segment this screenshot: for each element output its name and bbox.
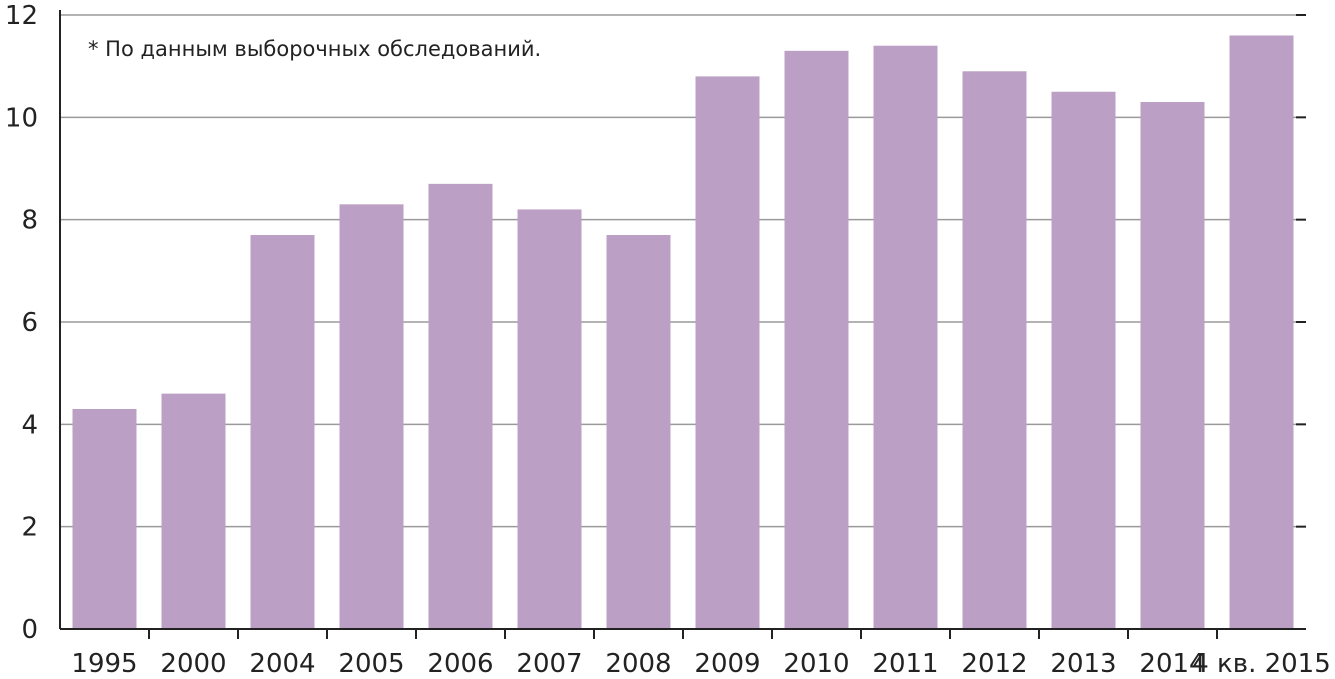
- x-tick-label: 2004: [249, 649, 315, 679]
- x-tick-label: 2012: [961, 649, 1027, 679]
- bar: [517, 209, 582, 629]
- y-tick-label: 6: [21, 308, 38, 338]
- x-tick-label: 2007: [516, 649, 582, 679]
- y-tick-label: 0: [21, 615, 38, 645]
- bar: [784, 50, 849, 630]
- bar: [873, 45, 938, 629]
- bar: [606, 235, 671, 629]
- axes: [59, 10, 1306, 639]
- bar: [1051, 91, 1116, 629]
- bars: [72, 35, 1294, 630]
- y-tick-label: 10: [5, 103, 38, 133]
- x-tick-label: 1995: [71, 649, 137, 679]
- bar: [428, 183, 493, 629]
- x-tick-label: 4 кв. 2015: [1192, 649, 1331, 679]
- x-tick-label: 2000: [160, 649, 226, 679]
- x-tick-label: 2006: [427, 649, 493, 679]
- bar: [72, 408, 137, 629]
- x-tick-label: 2010: [783, 649, 849, 679]
- x-tick-label: 2008: [605, 649, 671, 679]
- y-tick-label: 8: [21, 206, 38, 236]
- x-tick-labels: 1995 2000 2004 2005 2006 2007 2008 2009 2010 2011…: [71, 649, 1330, 679]
- y-tick-labels: 0 2 4 6 8 10 12: [5, 1, 38, 645]
- bar: [161, 393, 226, 629]
- bar: [962, 71, 1027, 630]
- bar: [250, 235, 315, 629]
- y-tick-label: 4: [21, 410, 38, 440]
- x-tick-label: 2009: [694, 649, 760, 679]
- bar: [1140, 101, 1205, 629]
- x-tick-label: 2014: [1139, 649, 1205, 679]
- bar: [339, 204, 404, 630]
- gridlines: [60, 14, 1306, 630]
- y-tick-label: 2: [21, 513, 38, 543]
- y-tick-label: 12: [5, 1, 38, 31]
- bar: [695, 76, 760, 629]
- annotation-note: * По данным выборочных обследований.: [88, 37, 541, 61]
- x-tick-label: 2011: [872, 649, 938, 679]
- x-tick-label: 2013: [1050, 649, 1116, 679]
- bar: [1229, 35, 1294, 629]
- x-tick-label: 2005: [338, 649, 404, 679]
